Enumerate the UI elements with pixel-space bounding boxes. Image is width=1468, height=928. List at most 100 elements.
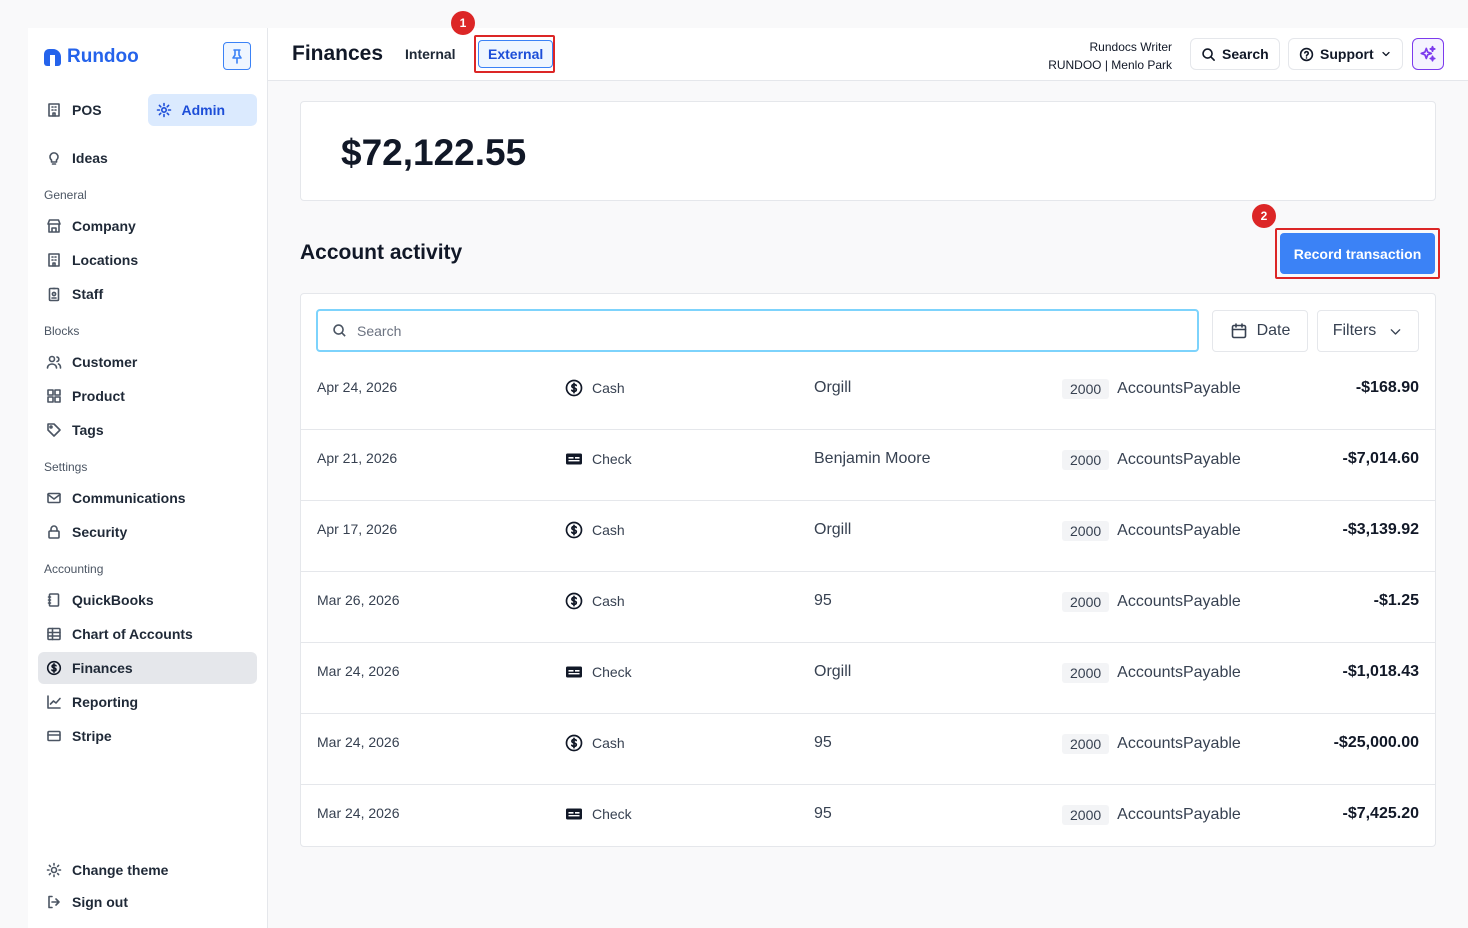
dollar-circle-icon [565, 521, 583, 539]
transaction-method: Cash [565, 592, 625, 610]
transaction-date: Mar 24, 2026 [317, 734, 400, 750]
change-theme-button[interactable]: Change theme [38, 854, 257, 886]
transaction-account: 2000 AccountsPayable [1062, 805, 1241, 825]
sidebar-item-staff[interactable]: Staff [38, 278, 257, 310]
transaction-date: Mar 26, 2026 [317, 592, 400, 608]
transaction-method: Cash [565, 521, 625, 539]
transaction-method: Check [565, 805, 632, 823]
account-code: 2000 [1062, 521, 1110, 541]
table-row[interactable]: Apr 24, 2026 Cash Orgill 2000 AccountsPayabl… [301, 359, 1435, 430]
sidebar-item-finances[interactable]: Finances [38, 652, 257, 684]
id-badge-icon [46, 286, 62, 302]
sidebar-item-ideas[interactable]: Ideas [38, 142, 257, 174]
sign-out-icon [46, 894, 62, 910]
dollar-circle-icon [565, 379, 583, 397]
mode-pos[interactable]: POS [38, 94, 148, 126]
record-transaction-button[interactable]: Record transaction [1280, 233, 1435, 274]
user-info: Rundocs Writer RUNDOO | Menlo Park [1048, 38, 1172, 74]
annotation-highlight-record-button [1275, 228, 1440, 279]
transaction-method-label: Check [592, 451, 632, 467]
user-org: RUNDOO | Menlo Park [1048, 58, 1172, 72]
mode-admin[interactable]: Admin [147, 94, 257, 126]
sidebar-item-security[interactable]: Security [38, 516, 257, 548]
sidebar-item-stripe[interactable]: Stripe [38, 720, 257, 752]
sidebar-item-chart-of-accounts[interactable]: Chart of Accounts [38, 618, 257, 650]
transaction-method: Check [565, 663, 632, 681]
sidebar-item-product[interactable]: Product [38, 380, 257, 412]
app-name: Rundoo [67, 46, 139, 67]
sidebar-item-label: QuickBooks [72, 592, 154, 608]
transaction-vendor: 95 [814, 805, 832, 822]
transactions-search-input[interactable]: Search [316, 309, 1199, 352]
transaction-account: 2000 AccountsPayable [1062, 592, 1241, 612]
table-row[interactable]: Mar 24, 2026 Cash 95 2000 AccountsPayable -$2… [301, 714, 1435, 785]
sidebar-item-label: Tags [72, 422, 104, 438]
sidebar-item-customer[interactable]: Customer [38, 346, 257, 378]
date-filter-button[interactable]: Date [1212, 310, 1308, 352]
sidebar-item-label: Product [72, 388, 125, 404]
sidebar-item-label: Staff [72, 286, 104, 302]
user-name: Rundocs Writer [1089, 40, 1172, 54]
transaction-vendor: Benjamin Moore [814, 450, 931, 467]
pin-sidebar-button[interactable] [223, 42, 251, 70]
transaction-amount: -$7,425.20 [1342, 805, 1419, 822]
transaction-amount: -$3,139.92 [1342, 521, 1419, 538]
account-name: AccountsPayable [1117, 593, 1241, 610]
account-code: 2000 [1062, 734, 1110, 754]
tab-internal[interactable]: Internal [405, 46, 456, 62]
filters-button[interactable]: Filters [1317, 310, 1419, 352]
table-row[interactable]: Mar 26, 2026 Cash 95 2000 AccountsPayable -$1… [301, 572, 1435, 643]
transaction-amount: -$7,014.60 [1342, 450, 1419, 467]
lock-icon [46, 524, 62, 540]
sign-out-button[interactable]: Sign out [38, 886, 257, 918]
tab-external[interactable]: External [478, 40, 554, 68]
table-row[interactable]: Apr 21, 2026 Check Benjamin Moore 2000 Accou… [301, 430, 1435, 501]
sidebar-item-label: Customer [72, 354, 138, 370]
check-card-icon [565, 805, 583, 823]
annotation-badge-2: 2 [1252, 204, 1276, 228]
transaction-vendor: 95 [814, 592, 832, 609]
section-settings: Settings [44, 460, 88, 474]
transaction-amount: -$1.25 [1373, 592, 1419, 609]
account-name: AccountsPayable [1117, 522, 1241, 539]
transaction-date: Apr 21, 2026 [317, 450, 398, 466]
calendar-icon [1231, 323, 1246, 339]
mail-icon [46, 490, 62, 506]
search-button-label: Search [1222, 46, 1269, 62]
sidebar-item-quickbooks[interactable]: QuickBooks [38, 584, 257, 616]
check-card-icon [565, 450, 583, 468]
check-card-icon [565, 663, 583, 681]
account-name: AccountsPayable [1117, 664, 1241, 681]
sidebar-item-company[interactable]: Company [38, 210, 257, 242]
top-header: Finances Internal External Rundocs Write… [268, 28, 1468, 81]
ai-assistant-button[interactable] [1412, 38, 1444, 70]
table-row[interactable]: Apr 17, 2026 Cash Orgill 2000 AccountsPayabl… [301, 501, 1435, 572]
mode-pos-label: POS [72, 102, 102, 118]
rundoo-logo[interactable]: Rundoo [44, 46, 139, 68]
sparkles-icon [1420, 45, 1436, 62]
table-row[interactable]: Mar 24, 2026 Check 95 2000 AccountsPayable -$… [301, 785, 1435, 856]
sidebar-item-locations[interactable]: Locations [38, 244, 257, 276]
search-icon [1202, 47, 1215, 61]
support-button[interactable]: Support [1288, 38, 1403, 70]
sidebar-item-reporting[interactable]: Reporting [38, 686, 257, 718]
account-code: 2000 [1062, 592, 1110, 612]
dollar-circle-icon [46, 660, 62, 676]
building-icon [46, 252, 62, 268]
sidebar-item-tags[interactable]: Tags [38, 414, 257, 446]
change-theme-label: Change theme [72, 862, 169, 878]
account-code: 2000 [1062, 663, 1110, 683]
transaction-amount: -$1,018.43 [1342, 663, 1419, 680]
transaction-method-label: Cash [592, 522, 625, 538]
rundoo-logo-icon [44, 48, 61, 66]
table-row[interactable]: Mar 24, 2026 Check Orgill 2000 AccountsPayab… [301, 643, 1435, 714]
section-accounting: Accounting [44, 562, 104, 576]
transaction-account: 2000 AccountsPayable [1062, 379, 1241, 399]
support-button-label: Support [1320, 46, 1374, 62]
sidebar-item-label: Chart of Accounts [72, 626, 193, 642]
search-button[interactable]: Search [1190, 38, 1280, 70]
transaction-amount: -$168.90 [1355, 379, 1419, 396]
chevron-down-icon [1390, 328, 1401, 335]
sidebar-item-communications[interactable]: Communications [38, 482, 257, 514]
account-activity-title: Account activity [300, 241, 463, 264]
